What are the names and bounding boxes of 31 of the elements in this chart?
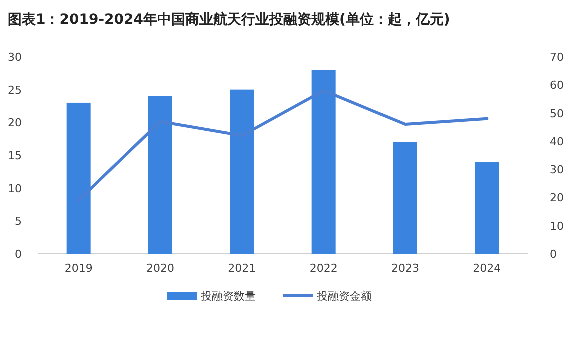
y2-tick-label: 10 <box>550 220 564 233</box>
bar <box>66 102 91 254</box>
bar <box>312 70 336 254</box>
y-tick-label: 15 <box>8 150 22 162</box>
x-tick-label: 2020 <box>146 262 174 275</box>
bar <box>475 162 500 254</box>
x-tick-label: 2019 <box>64 262 93 275</box>
bar <box>394 142 418 254</box>
legend-label: 投融资金额 <box>316 290 372 303</box>
y-tick-label: 20 <box>8 116 22 130</box>
x-tick-label: 2023 <box>392 262 420 275</box>
x-tick-label: 2022 <box>310 262 338 275</box>
x-tick-label: 2021 <box>228 262 256 275</box>
y2-tick-label: 0 <box>550 248 557 261</box>
bar <box>230 90 254 254</box>
y2-tick-label: 60 <box>550 79 564 92</box>
y-tick-label: 10 <box>8 182 22 196</box>
bar <box>148 96 172 254</box>
legend-label: 投融资数量 <box>200 290 256 303</box>
y2-tick-label: 30 <box>550 164 564 177</box>
y-tick-label: 30 <box>8 51 22 64</box>
y2-tick-label: 40 <box>550 135 564 148</box>
x-tick-label: 2024 <box>473 262 502 275</box>
y-tick-label: 5 <box>15 215 22 228</box>
line-series <box>77 89 489 202</box>
y-tick-label: 25 <box>8 84 22 97</box>
chart-title: 图表1：2019-2024年中国商业航天行业投融资规模(单位：起，亿元) <box>8 11 450 28</box>
y2-tick-label: 50 <box>550 107 564 120</box>
y-tick-label: 0 <box>15 248 22 261</box>
y2-tick-label: 20 <box>550 192 564 205</box>
y2-tick-label: 70 <box>550 51 564 64</box>
